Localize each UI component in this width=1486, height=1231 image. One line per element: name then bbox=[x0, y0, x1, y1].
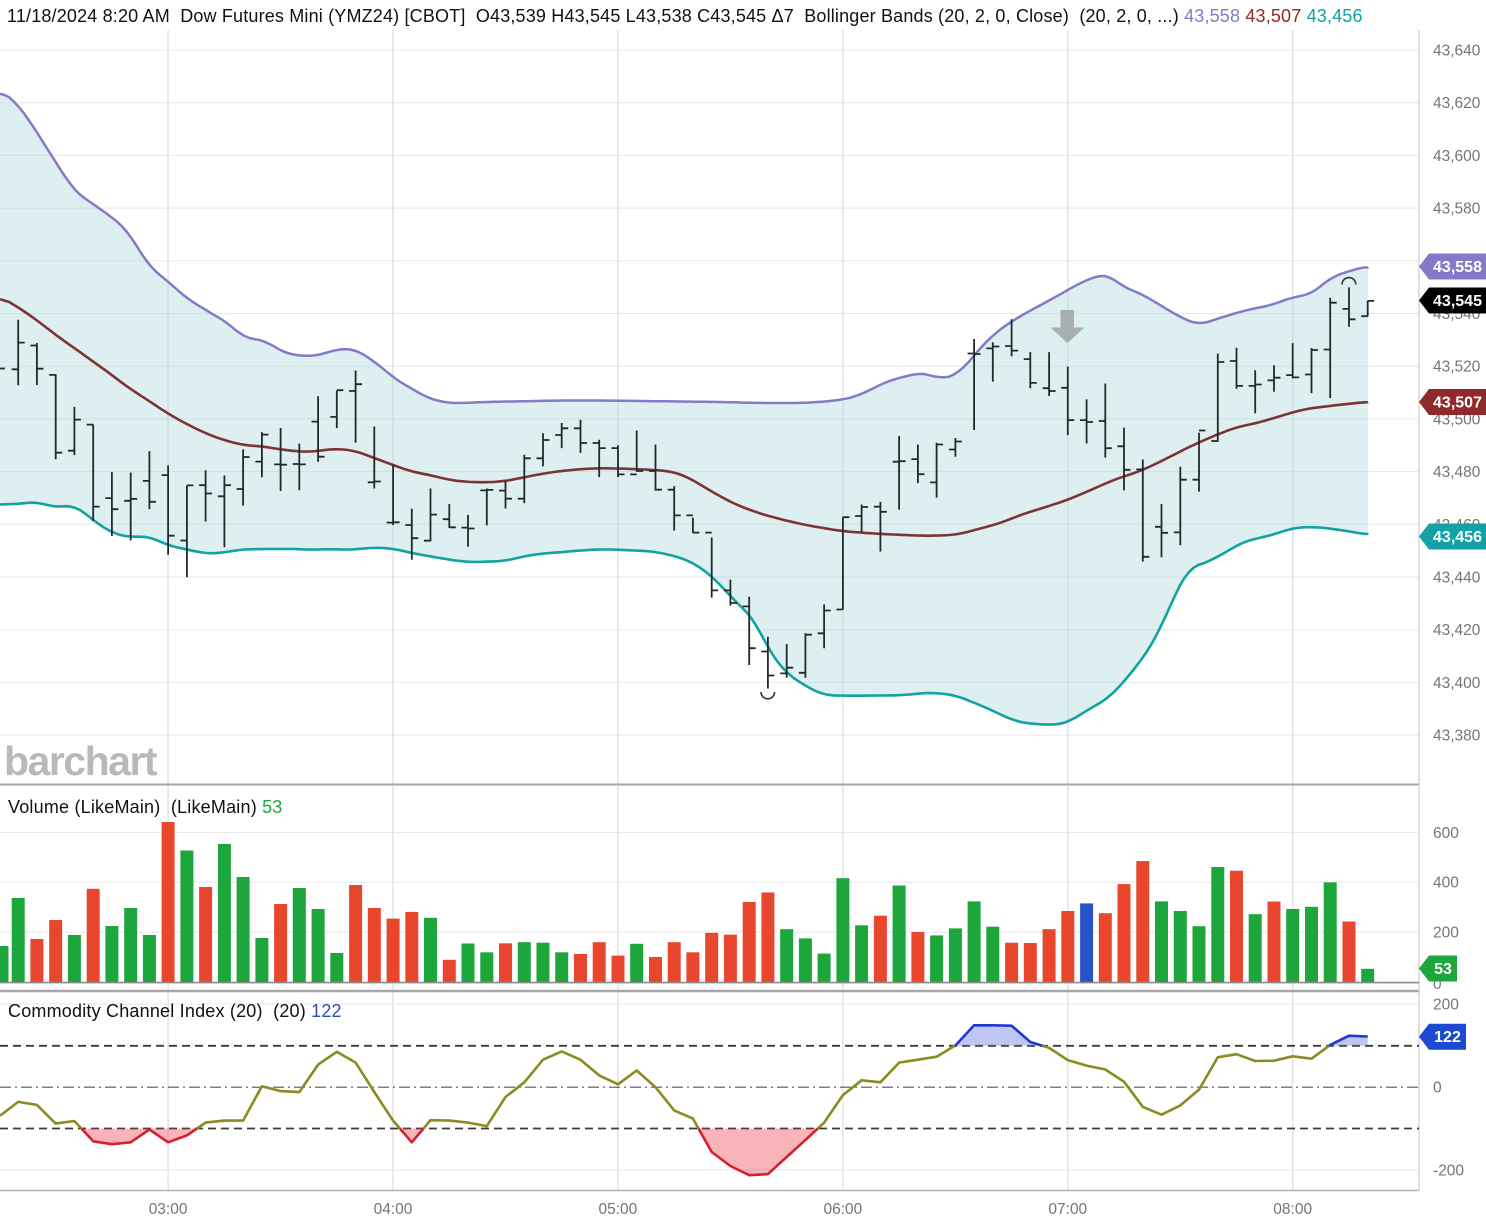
svg-text:barchart: barchart bbox=[4, 738, 158, 784]
svg-text:43,440: 43,440 bbox=[1433, 570, 1481, 587]
svg-text:-200: -200 bbox=[1433, 1162, 1464, 1179]
svg-text:03:00: 03:00 bbox=[149, 1201, 188, 1218]
svg-text:0: 0 bbox=[1433, 976, 1442, 993]
svg-text:600: 600 bbox=[1433, 825, 1459, 842]
svg-text:53: 53 bbox=[1434, 961, 1452, 978]
svg-text:43,400: 43,400 bbox=[1433, 675, 1481, 692]
svg-text:43,520: 43,520 bbox=[1433, 359, 1481, 376]
svg-text:05:00: 05:00 bbox=[599, 1201, 638, 1218]
svg-text:43,620: 43,620 bbox=[1433, 95, 1481, 112]
svg-text:08:00: 08:00 bbox=[1273, 1201, 1312, 1218]
svg-text:400: 400 bbox=[1433, 875, 1459, 892]
svg-text:43,545: 43,545 bbox=[1433, 293, 1482, 310]
svg-text:Commodity Channel Index (20): Commodity Channel Index (20) (20) 122 bbox=[8, 1001, 342, 1021]
svg-text:43,600: 43,600 bbox=[1433, 148, 1481, 165]
svg-text:200: 200 bbox=[1433, 996, 1459, 1013]
svg-text:43,580: 43,580 bbox=[1433, 201, 1481, 218]
svg-text:200: 200 bbox=[1433, 925, 1459, 942]
svg-text:43,500: 43,500 bbox=[1433, 411, 1481, 428]
svg-text:43,380: 43,380 bbox=[1433, 728, 1481, 745]
svg-text:43,558: 43,558 bbox=[1433, 259, 1482, 276]
svg-text:06:00: 06:00 bbox=[824, 1201, 863, 1218]
svg-text:43,507: 43,507 bbox=[1433, 395, 1482, 412]
svg-text:43,640: 43,640 bbox=[1433, 43, 1481, 60]
svg-text:43,456: 43,456 bbox=[1433, 529, 1482, 546]
svg-text:122: 122 bbox=[1434, 1029, 1461, 1046]
svg-text:07:00: 07:00 bbox=[1048, 1201, 1087, 1218]
svg-text:11/18/2024 8:20 AM Dow Future: 11/18/2024 8:20 AM Dow Futures Mini (YMZ… bbox=[7, 6, 1363, 26]
svg-text:04:00: 04:00 bbox=[374, 1201, 413, 1218]
svg-text:43,420: 43,420 bbox=[1433, 622, 1481, 639]
svg-text:Volume (LikeMain) (LikeMain): Volume (LikeMain) (LikeMain) 53 bbox=[8, 797, 283, 817]
svg-text:0: 0 bbox=[1433, 1080, 1442, 1097]
svg-text:43,480: 43,480 bbox=[1433, 464, 1481, 481]
